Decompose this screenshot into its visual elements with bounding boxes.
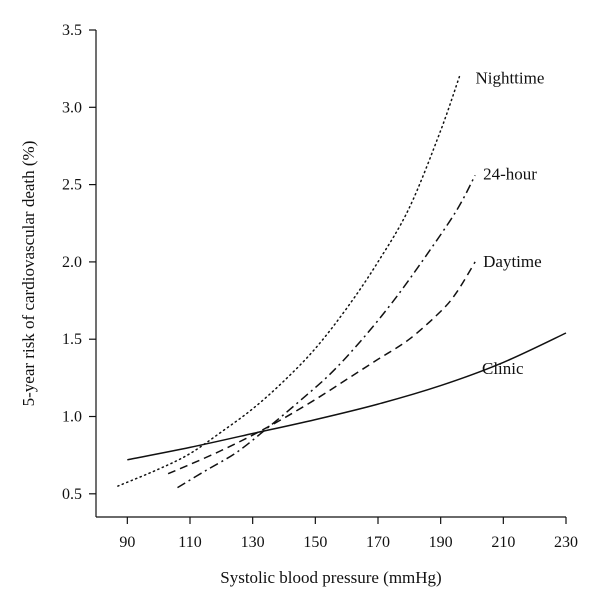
x-tick-label: 130 [241,534,265,551]
y-tick-label: 2.5 [62,177,82,194]
y-tick-label: 1.0 [62,409,82,426]
x-tick-label: 150 [303,534,327,551]
y-ticks: 0.5 1.0 1.5 2.0 2.5 3.0 3.5 [62,22,96,503]
series-line-clinic [127,332,567,461]
x-tick-label: 230 [554,534,578,551]
y-axis-title: 5-year risk of cardiovascular death (%) [19,141,38,407]
y-tick-label: 0.5 [62,486,82,503]
x-tick-label: 90 [119,534,135,551]
axes [95,30,566,518]
x-tick-label: 110 [178,534,201,551]
y-tick-label: 3.0 [62,99,82,116]
y-tick-label: 3.5 [62,22,82,39]
series-lines [117,75,567,489]
series-line-nighttime [117,75,461,487]
series-line-daytime [167,261,476,475]
series-label-24-hour: 24-hour [483,164,537,183]
series-label-daytime: Daytime [483,252,542,271]
x-ticks: 90 110 130 150 170 190 210 230 [119,517,578,551]
y-tick-label: 1.5 [62,331,82,348]
y-tick-label: 2.0 [62,254,82,271]
series-label-clinic: Clinic [482,359,524,378]
x-tick-label: 190 [429,534,453,551]
x-tick-label: 210 [491,534,515,551]
series-line-24-hour [177,174,476,489]
x-tick-label: 170 [366,534,390,551]
series-label-nighttime: Nighttime [475,68,544,87]
series-labels: Nighttime 24-hour Daytime Clinic [475,68,544,378]
x-axis-title: Systolic blood pressure (mmHg) [220,568,441,587]
